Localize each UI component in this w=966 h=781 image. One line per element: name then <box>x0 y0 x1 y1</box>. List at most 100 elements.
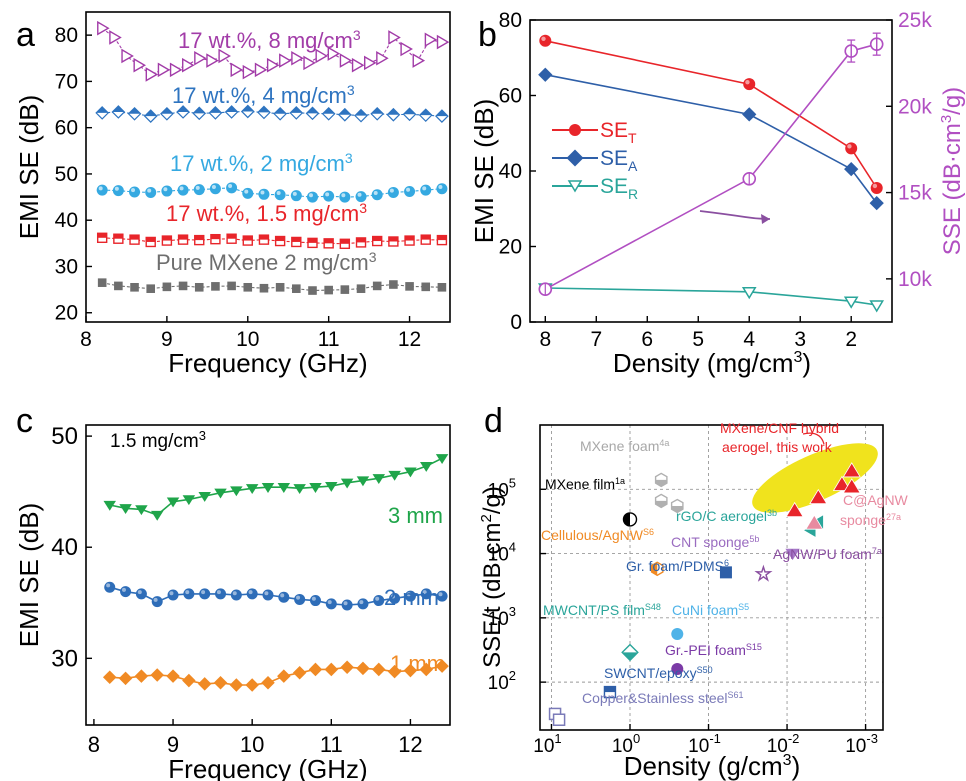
panel-a-point <box>145 67 159 82</box>
panel-b-ytick-label: 60 <box>499 85 522 108</box>
panel-a-point <box>372 281 382 291</box>
panel-c-xtick-label: 8 <box>88 732 100 757</box>
panel-c-point <box>118 671 133 686</box>
panel-c-point <box>134 669 149 683</box>
panel-d-point <box>805 514 824 530</box>
panel-b-xtick-label: 8 <box>539 328 551 351</box>
panel-a-series-line <box>102 282 442 292</box>
label-grpei: Gr.-PEI foamS15 <box>665 642 762 658</box>
panel-b-ytick-right-label: 20k <box>898 95 932 118</box>
panel-a-series-line <box>102 110 442 117</box>
panel-c-point <box>309 595 321 607</box>
panel-c-xtick-label: 11 <box>320 732 343 757</box>
panel-b-xtick-label: 4 <box>743 328 755 351</box>
panel-a-point <box>258 188 270 200</box>
panel-c-ytick-label: 40 <box>51 534 78 561</box>
panel-a-point <box>266 57 280 73</box>
panel-a-point <box>308 286 317 295</box>
panel-c-point <box>197 677 212 691</box>
panel-a-point <box>437 282 447 292</box>
panel-a-point <box>111 105 126 119</box>
panel-c-point <box>151 596 163 608</box>
panel-c-point <box>435 454 449 465</box>
panel-c-point <box>135 505 148 516</box>
panel-c-series-line <box>109 665 443 686</box>
panel-c-point <box>213 676 228 690</box>
panel-a-xtick-label: 10 <box>236 328 259 351</box>
panel-c-point <box>103 500 116 511</box>
panel-c-label-1mm: 1 mm <box>390 651 445 676</box>
panel-a-point <box>113 233 124 244</box>
panel-a-point <box>292 284 301 293</box>
panel-a-point <box>96 184 108 196</box>
panel-d-xtick-label: 101 <box>533 731 561 757</box>
panel-d-point <box>785 548 800 561</box>
panel-a-point <box>355 237 367 248</box>
panel-a-point <box>388 30 401 45</box>
panel-a-point <box>194 282 204 292</box>
panel-b-series-line <box>545 73 878 204</box>
panel-a-point <box>387 186 399 198</box>
panel-c-point <box>150 510 164 521</box>
panel-d-xtick-label: 10-3 <box>845 731 878 757</box>
panel-d-xlabel: Density (g/cm3) <box>624 751 801 781</box>
panel-d-point <box>622 512 638 527</box>
panel-a-point <box>182 57 195 73</box>
panel-a-point <box>340 285 350 294</box>
label-this-work-2: aerogel, this work <box>722 439 833 455</box>
panel-b-xlabel: Density (mg/cm3) <box>613 348 811 378</box>
panel-b-point <box>845 142 858 155</box>
panel-c-xtick-label: 12 <box>398 732 422 757</box>
label-cuni: CuNi foamS5 <box>672 602 749 618</box>
panel-c-series-line <box>109 586 443 606</box>
panel-a-point <box>315 48 329 64</box>
panel-a-ytick-label: 30 <box>55 255 78 278</box>
panel-a-point <box>146 284 156 293</box>
panel-a-point <box>339 191 351 203</box>
panel-a-point <box>274 189 286 201</box>
legend-label-ser: SER <box>600 175 638 202</box>
panel-a-point <box>402 107 417 122</box>
panel-c-ylabel: EMI SE (dB) <box>14 503 44 647</box>
panel-c-point <box>324 662 339 677</box>
panel-b-point <box>743 78 756 91</box>
panel-a-point <box>114 281 123 291</box>
panel-c-point <box>120 586 132 598</box>
panel-a-point <box>178 281 188 291</box>
panel-a-point <box>157 62 171 78</box>
panel-d-point <box>650 561 664 577</box>
panel-a-point <box>290 190 302 202</box>
panel-d-point <box>842 478 861 494</box>
panel-a-xtick-label: 9 <box>161 328 173 351</box>
panel-a-xtick-label: 11 <box>318 328 340 351</box>
panel-a-point <box>404 186 416 198</box>
panel-b-ylabel-right: SSE (dB·cm3/g) <box>938 87 966 255</box>
panel-a-point <box>291 51 304 66</box>
panel-c-point <box>167 589 179 601</box>
panel-a-point <box>404 235 415 246</box>
panel-c-series-line <box>109 457 443 516</box>
panel-a-point <box>226 182 238 194</box>
panel-c-point <box>104 581 116 593</box>
panel-a-point <box>226 233 237 244</box>
panel-a-point <box>211 282 220 291</box>
panel-a-point <box>388 236 399 247</box>
panel-c-point <box>420 588 432 600</box>
panel-a-ytick-label: 20 <box>55 302 78 325</box>
panel-a-point <box>275 282 285 292</box>
panel-d-point <box>785 501 804 518</box>
panel-b-point <box>539 34 552 47</box>
panel-b-ytick-right-label: 10k <box>898 268 932 291</box>
panel-c-point <box>230 486 243 497</box>
panel-c-point <box>404 467 417 478</box>
panel-d-frame <box>539 424 884 731</box>
panel-a-ytick-label: 50 <box>55 163 78 186</box>
label-cagnw-2: sponge27a <box>840 512 901 528</box>
panel-a-xtick-label: 12 <box>398 328 421 351</box>
panel-letter-d: d <box>484 402 503 440</box>
panel-a-point <box>355 191 367 203</box>
panel-a-ylabel: EMI SE (dB) <box>14 95 44 239</box>
panel-c-point <box>277 483 291 493</box>
